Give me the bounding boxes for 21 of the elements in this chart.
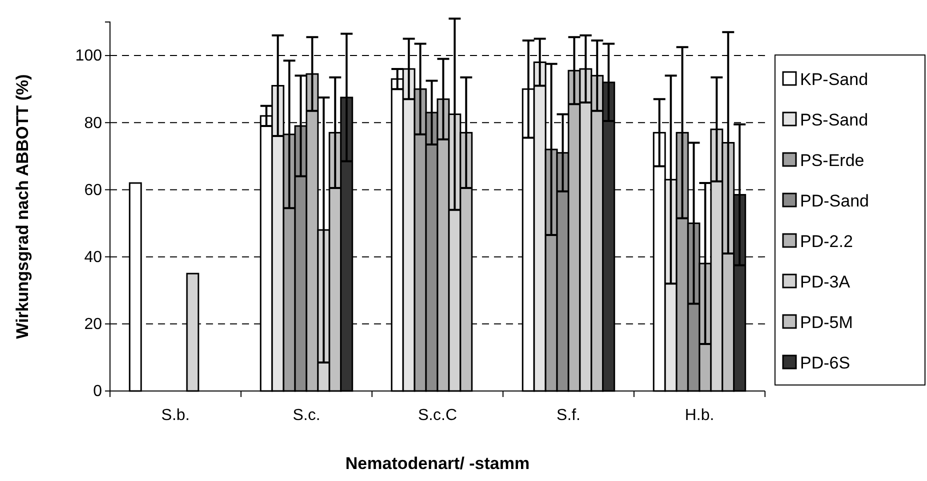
x-tick-label: S.c. <box>292 407 320 424</box>
y-tick-label: 100 <box>75 48 102 65</box>
legend-label: PS-Sand <box>800 110 868 130</box>
x-tick-label: S.c.C <box>418 407 458 424</box>
y-tick-label: 40 <box>84 248 102 266</box>
x-tick-label: H.b. <box>684 407 714 424</box>
legend-label: KP-Sand <box>800 70 868 89</box>
y-tick-label: 80 <box>84 114 102 132</box>
x-axis-title: Nematodenart/ -stamm <box>345 454 530 473</box>
legend-label: PS-Erde <box>800 151 864 170</box>
y-tick-label: 60 <box>84 182 102 199</box>
legend-label: PD-5M <box>800 313 853 332</box>
y-tick-label: 20 <box>84 316 102 334</box>
legend-label: PD-6S <box>800 354 850 372</box>
y-axis-title: Wirkungsgrad nach ABBOTT (%) <box>13 74 32 339</box>
legend-label: PD-Sand <box>800 192 869 210</box>
legend-label: PD-3A <box>800 272 851 292</box>
y-tick-label: 0 <box>93 383 102 400</box>
x-tick-label: S.f. <box>556 407 581 424</box>
x-tick-label: S.b. <box>161 407 190 424</box>
legend-label: PD-2.2 <box>800 232 853 251</box>
